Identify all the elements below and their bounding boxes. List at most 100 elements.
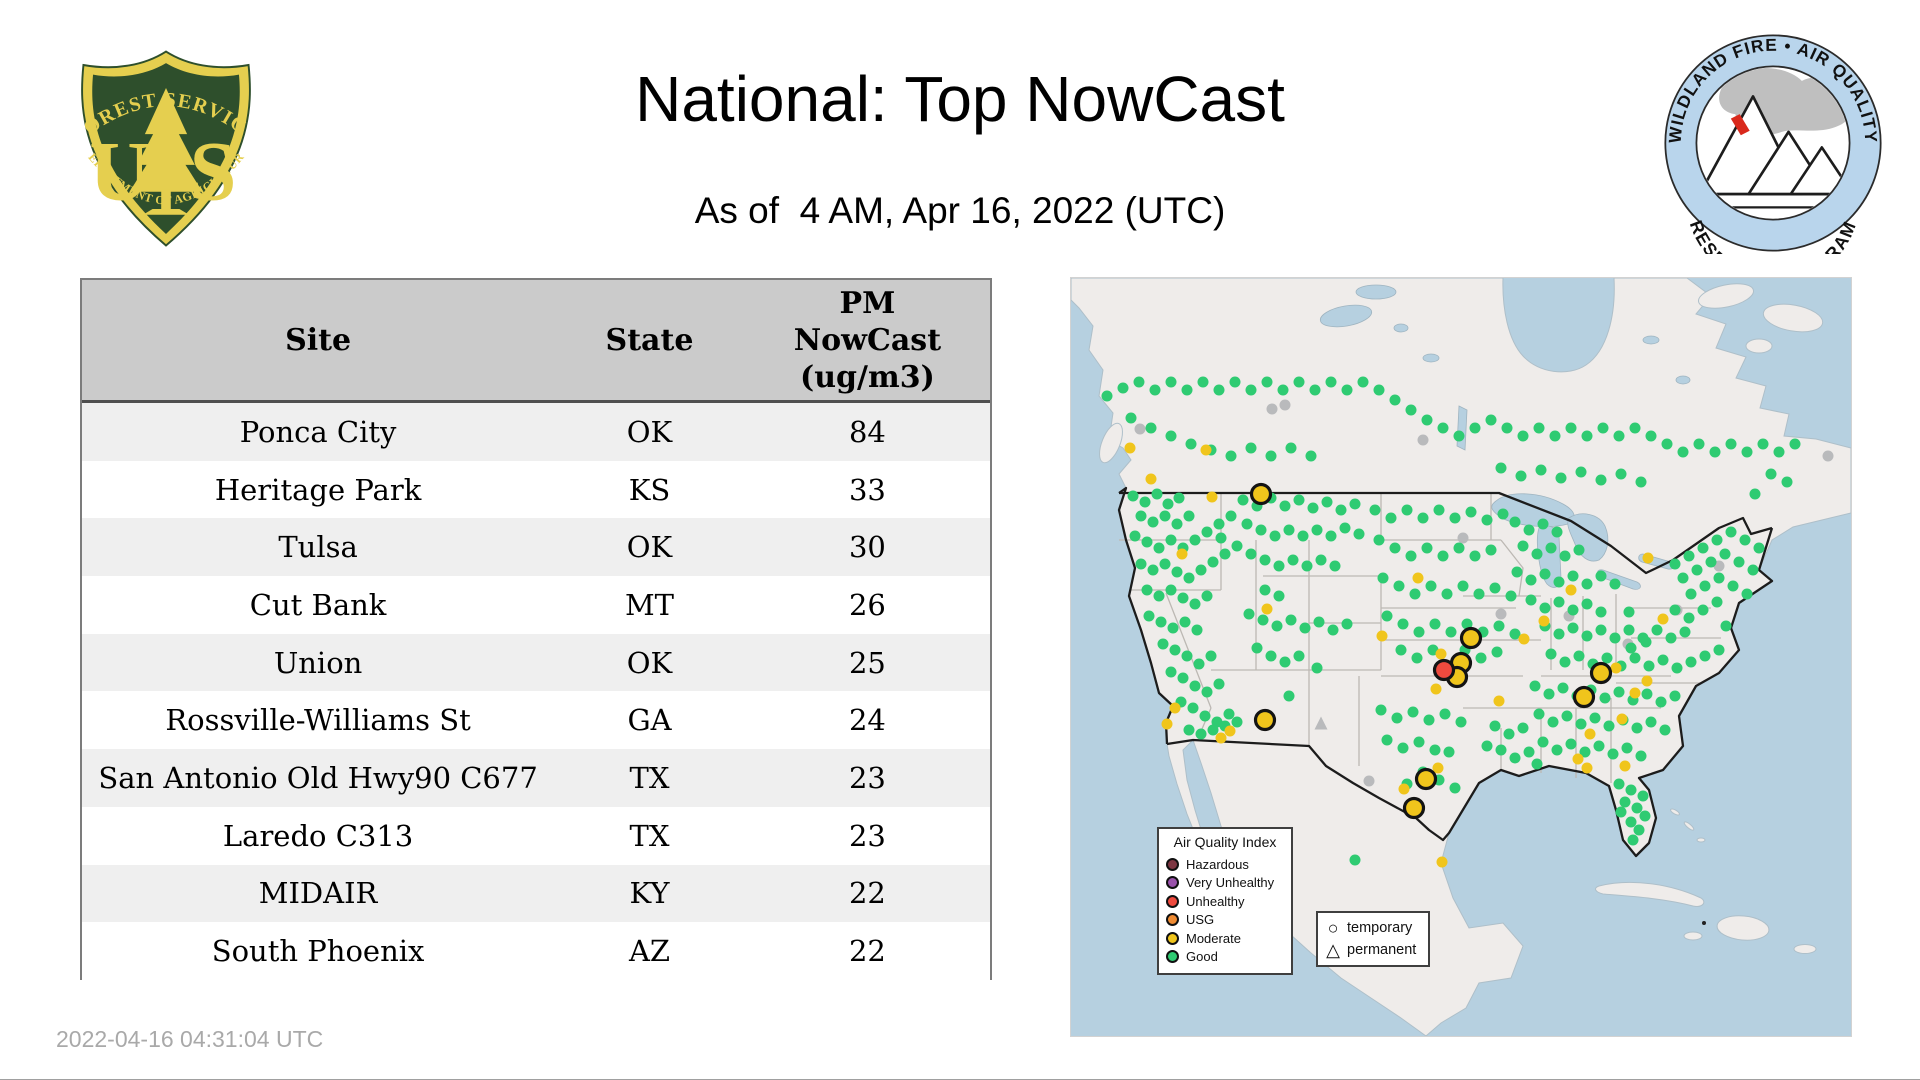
monitor-dot-good	[1237, 494, 1249, 506]
small-island	[1702, 921, 1706, 925]
monitor-dot-good	[1547, 716, 1559, 728]
aqi-legend-label: Hazardous	[1186, 856, 1249, 872]
monitor-dot-good	[1183, 510, 1195, 522]
monitor-dot-good	[1637, 790, 1649, 802]
monitor-dot-good	[1559, 656, 1571, 668]
monitor-dot-good	[1481, 740, 1493, 752]
monitor-dot-good	[1339, 522, 1351, 534]
monitor-dot-good	[1433, 504, 1445, 516]
monitor-dot-good	[1485, 544, 1497, 556]
monitor-dot-good	[1553, 576, 1565, 588]
monitor-dot-good	[1265, 650, 1277, 662]
monitor-dot-good	[1385, 512, 1397, 524]
page-subtitle: As of 4 AM, Apr 16, 2022 (UTC)	[694, 190, 1226, 231]
table-body: Ponca City OK 84 Heritage Park KS 33 Tulsa OK 30…	[82, 403, 990, 980]
monitor-dot-good	[1481, 514, 1493, 526]
monitor-dot-good	[1241, 518, 1253, 530]
monitor-dot-good	[1523, 746, 1535, 758]
monitor-dot-moderate	[1430, 683, 1442, 695]
monitor-dot-good	[1443, 746, 1455, 758]
monitor-dot-good	[1551, 744, 1563, 756]
monitor-dot-good	[1683, 550, 1695, 562]
monitor-dot-good	[1609, 632, 1621, 644]
monitor-dot-moderate	[1572, 753, 1584, 765]
monitor-dot-good	[1469, 422, 1481, 434]
monitor-dot-good	[1613, 686, 1625, 698]
monitor-dot-good	[1505, 590, 1517, 602]
monitor-dot-good	[1739, 534, 1751, 546]
monitor-dot-good	[1231, 540, 1243, 552]
pm-nowcast-cell: 25	[848, 645, 886, 680]
monitor-dot-good	[1177, 672, 1189, 684]
temporary-label: temporary	[1347, 920, 1413, 936]
monitor-dot-good	[1603, 720, 1615, 732]
monitor-dot-good	[1311, 662, 1323, 674]
monitor-dot-moderate	[1616, 713, 1628, 725]
monitor-dot-good	[1615, 468, 1627, 480]
monitor-dot-good	[1553, 596, 1565, 608]
monitor-dot-moderate	[1610, 662, 1622, 674]
monitor-dot-good	[1285, 442, 1297, 454]
monitor-dot-good	[1259, 584, 1271, 596]
monitor-dot-good	[1245, 384, 1257, 396]
site-cell: Union	[273, 645, 363, 680]
monitor-dot-good	[1525, 574, 1537, 586]
usfs-monogram-s: S	[190, 125, 237, 218]
monitor-dot-good	[1201, 686, 1213, 698]
monitor-dot-good	[1413, 626, 1425, 638]
monitor-dot-good	[1567, 622, 1579, 634]
monitor-dot-good	[1381, 734, 1393, 746]
site-cell: Cut Bank	[249, 587, 387, 622]
aqi-legend: Air Quality Index Hazardous Very Unhealth…	[1157, 827, 1293, 975]
monitor-dot-good	[1623, 624, 1635, 636]
monitor-dot-moderate	[1169, 702, 1181, 714]
monitor-dot-good	[1575, 466, 1587, 478]
monitor-dot-good	[1465, 506, 1477, 518]
monitor-dot-good	[1545, 648, 1557, 660]
site-cell: South Phoenix	[211, 934, 425, 969]
monitor-dot-good	[1373, 384, 1385, 396]
monitor-dot-good	[1329, 560, 1341, 572]
monitor-dot-good	[1565, 422, 1577, 434]
monitor-dot-good	[1457, 580, 1469, 592]
monitor-dot-good	[1623, 606, 1635, 618]
monitor-dot-good	[1269, 530, 1281, 542]
monitor-dot-moderate	[1224, 725, 1236, 737]
monitor-dot-good	[1531, 548, 1543, 560]
pm-nowcast-cell: 84	[848, 414, 886, 449]
temporary-circle-icon: ○	[1327, 918, 1339, 938]
monitor-dot-good	[1501, 422, 1513, 434]
col-header-pm-nowcast: PM NowCast (ug/m3)	[793, 285, 942, 395]
monitor-dot-good	[1581, 630, 1593, 642]
monitor-dot-good	[1127, 490, 1139, 502]
monitor-dot-good	[1553, 628, 1565, 640]
monitor-dot-good	[1613, 430, 1625, 442]
islands	[1099, 283, 1824, 954]
monitor-dot-good	[1613, 778, 1625, 790]
monitor-dot-good	[1421, 414, 1433, 426]
monitor-dot-good	[1215, 532, 1227, 544]
monitor-dot-good	[1421, 542, 1433, 554]
monitor-dot-good	[1213, 678, 1225, 690]
monitor-dot-good	[1629, 652, 1641, 664]
monitor-dot-good	[1349, 854, 1361, 866]
monitor-dot-good	[1207, 724, 1219, 736]
site-cell: Rossville-Williams St	[165, 703, 471, 738]
monitor-dot-good	[1287, 554, 1299, 566]
monitor-dot-good	[1273, 560, 1285, 572]
monitor-dot-good	[1159, 558, 1171, 570]
monitor-dot-good	[1489, 582, 1501, 594]
monitor-dot-good	[1153, 590, 1165, 602]
monitor-dot-good	[1509, 752, 1521, 764]
monitor-dot-good	[1551, 526, 1563, 538]
monitor-dot-good	[1589, 712, 1601, 724]
monitor-dot-good	[1245, 442, 1257, 454]
monitor-dot-good	[1561, 710, 1573, 722]
monitor-dot-good	[1189, 680, 1201, 692]
monitor-dot-good	[1575, 718, 1587, 730]
table-row: Tulsa OK 30	[82, 518, 990, 577]
generated-timestamp: 2022-04-16 04:31:04 UTC	[56, 1026, 324, 1052]
usg-swatch-icon	[1166, 913, 1179, 927]
monitor-dot-good	[1147, 564, 1159, 576]
site-cell: Laredo C313	[222, 818, 414, 853]
